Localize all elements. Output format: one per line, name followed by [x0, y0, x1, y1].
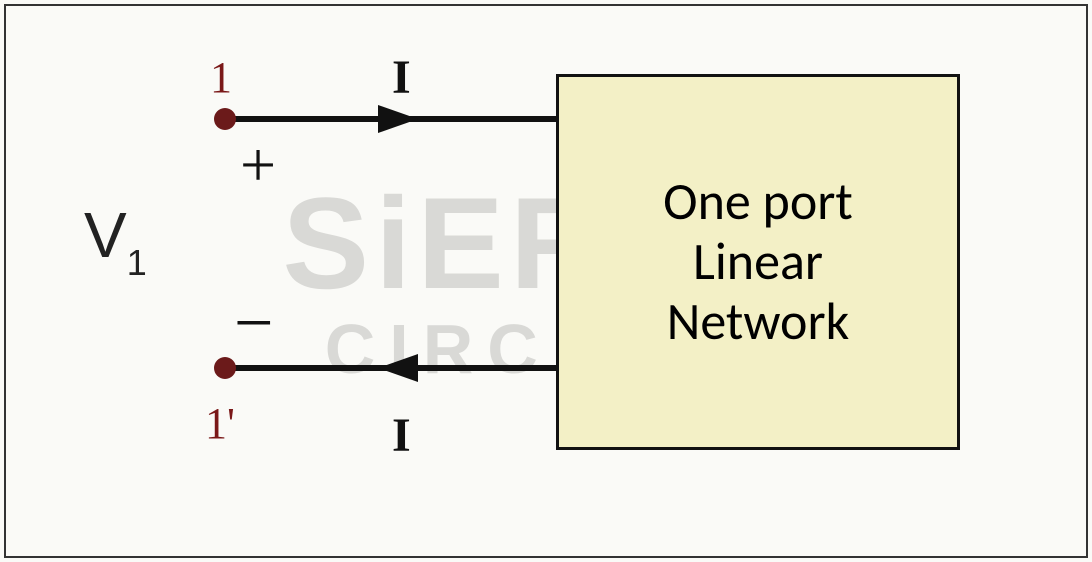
plus-sign: +: [240, 128, 276, 202]
current-label-top: I: [392, 50, 411, 105]
terminal-1-label: 1: [210, 52, 232, 103]
voltage-subscript: 1: [127, 242, 147, 283]
minus-sign: −: [234, 284, 273, 364]
voltage-v: V: [84, 199, 127, 271]
top-arrow-icon: [378, 105, 422, 133]
bottom-arrow-icon: [378, 354, 422, 382]
box-text-line3: Network: [667, 292, 849, 352]
network-box: One port Linear Network: [556, 74, 960, 450]
current-label-bottom: I: [392, 408, 411, 463]
voltage-label: V1: [84, 198, 147, 272]
box-text-line2: Linear: [693, 232, 823, 292]
box-text-line1: One port: [663, 172, 853, 232]
terminal-1prime-label: 1': [205, 398, 235, 449]
terminal-1-dot: [214, 108, 236, 130]
diagram: One port Linear Network I I 1 1' V1 + −: [0, 0, 1092, 562]
terminal-1prime-dot: [214, 357, 236, 379]
